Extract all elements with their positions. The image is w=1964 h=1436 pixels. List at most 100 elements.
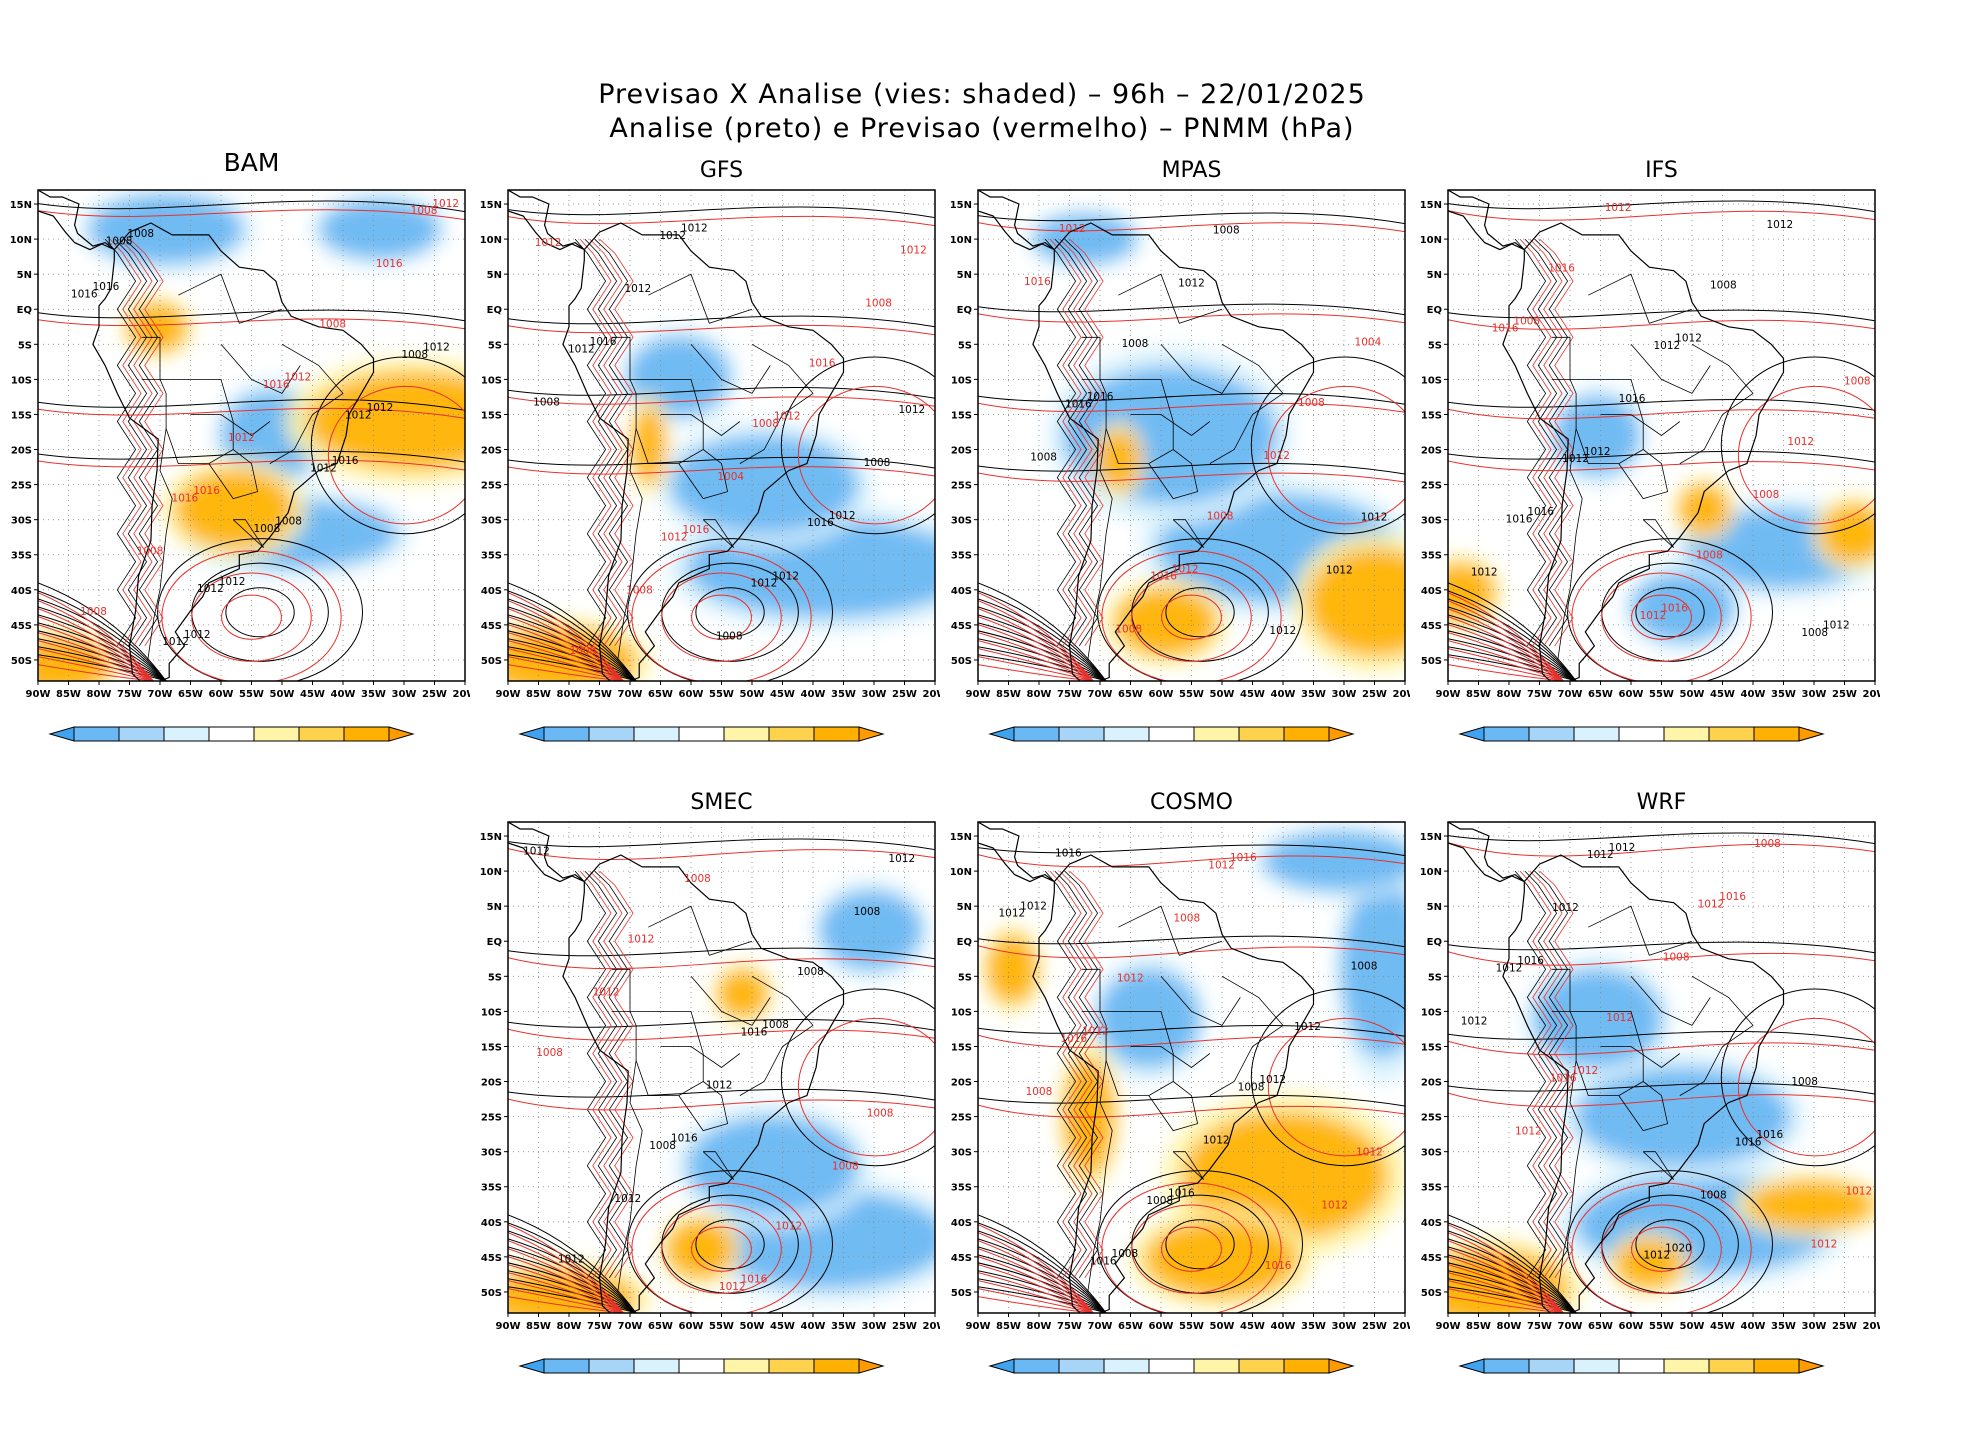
contour-label: 1008 <box>626 585 653 597</box>
lat-tick-label: 25S <box>481 1113 502 1124</box>
contour-label: 1008 <box>1754 838 1781 850</box>
lat-tick-label: 50S <box>481 1288 502 1299</box>
lat-tick-label: 10S <box>1421 375 1442 386</box>
lon-tick-label: 90W <box>966 689 991 700</box>
contour-label: 1012 <box>1584 446 1611 458</box>
contour-label: 1012 <box>1787 436 1814 448</box>
colorbar: -4-3-2-11234 <box>518 726 885 742</box>
lon-tick-label: 60W <box>209 689 234 700</box>
contour-label: 1012 <box>1654 340 1681 352</box>
lat-tick-label: 15S <box>1421 1042 1442 1053</box>
lat-tick-label: 30S <box>11 516 32 527</box>
contour-label: 1008 <box>1696 550 1723 562</box>
lat-tick-label: 15N <box>1420 200 1442 211</box>
lat-tick-label: 10N <box>1420 867 1442 878</box>
contour-label: 1016 <box>1055 847 1082 859</box>
lon-tick-label: 50W <box>1680 1321 1705 1332</box>
colorbar: -4-3-2-11234 <box>518 1358 885 1374</box>
lat-tick-label: 10S <box>481 375 502 386</box>
lon-tick-label: 85W <box>526 1321 551 1332</box>
lat-tick-label: 30S <box>951 516 972 527</box>
lat-tick-label: 40S <box>481 1218 502 1229</box>
lon-tick-label: 90W <box>966 1321 991 1332</box>
contour-label: 1016 <box>1230 852 1257 864</box>
lat-tick-label: 10N <box>1420 235 1442 246</box>
lat-tick-label: 50S <box>951 656 972 667</box>
lon-tick-label: 65W <box>1588 689 1613 700</box>
contour-label: 1016 <box>193 485 220 497</box>
lon-tick-label: 30W <box>1332 689 1357 700</box>
panel-map: 1016101210121008101210081012100810161012… <box>950 189 1410 742</box>
lon-tick-label: 45W <box>1240 689 1265 700</box>
contour-label: 1012 <box>999 908 1026 920</box>
lon-tick-label: 65W <box>648 689 673 700</box>
lat-tick-label: 35S <box>951 1183 972 1194</box>
contour-label: 1012 <box>1606 1012 1633 1024</box>
lon-tick-label: 70W <box>1558 689 1583 700</box>
lat-tick-label: 15N <box>950 832 972 843</box>
contour-label: 1012 <box>1082 1026 1109 1038</box>
lon-tick-label: 80W <box>1027 689 1052 700</box>
lon-tick-label: 60W <box>679 1321 704 1332</box>
lat-tick-label: 45S <box>951 621 972 632</box>
contour-label: 1012 <box>1208 859 1235 871</box>
lat-tick-label: EQ <box>487 937 502 948</box>
contour-label: 1012 <box>706 1080 733 1092</box>
lon-tick-label: 30W <box>862 689 887 700</box>
contour-label: 1012 <box>367 402 394 414</box>
lon-tick-label: 70W <box>618 689 643 700</box>
contour-label: 1016 <box>263 379 290 391</box>
lon-tick-label: 20W <box>1393 689 1410 700</box>
contour-label: 1012 <box>1823 620 1850 632</box>
lon-tick-label: 40W <box>331 689 356 700</box>
lat-tick-label: 40S <box>951 586 972 597</box>
panel-title: BAM <box>223 148 280 177</box>
contour-label: 1012 <box>888 853 915 865</box>
contour-label: 1008 <box>1030 451 1057 463</box>
coastline <box>508 190 845 681</box>
lon-tick-label: 45W <box>1240 1321 1265 1332</box>
bias-shading <box>981 822 1405 1311</box>
bias-shading <box>1448 384 1875 653</box>
contour-label: 1012 <box>614 1193 641 1205</box>
panel-title: IFS <box>1645 158 1678 183</box>
contour-label: 1008 <box>1351 961 1378 973</box>
lat-tick-label: 10N <box>950 867 972 878</box>
panel-title: GFS <box>699 158 744 183</box>
contour-label: 1012 <box>1263 450 1290 462</box>
lon-tick-label: 35W <box>1771 689 1796 700</box>
lat-tick-label: 20S <box>481 446 502 457</box>
lat-tick-label: 10N <box>480 235 502 246</box>
title-line-1: Previsao X Analise (vies: shaded) – 96h … <box>598 79 1366 110</box>
contour-label: 1016 <box>741 1027 768 1039</box>
lon-tick-label: 90W <box>26 689 51 700</box>
lon-tick-label: 75W <box>587 1321 612 1332</box>
lon-tick-label: 90W <box>1436 1321 1461 1332</box>
panel-map: 1012101210121016101210161012100810121008… <box>1420 189 1880 742</box>
contour-label: 1008 <box>1710 279 1737 291</box>
lon-tick-label: 20W <box>453 689 470 700</box>
contour-label: 1012 <box>1461 1016 1488 1028</box>
lon-tick-label: 40W <box>1271 1321 1296 1332</box>
contour-label: 1016 <box>172 492 199 504</box>
lat-tick-label: 45S <box>481 1253 502 1264</box>
lon-tick-label: 40W <box>801 1321 826 1332</box>
grid <box>508 822 935 1313</box>
contour-label: 1012 <box>772 570 799 582</box>
panel-smec: SMEC 1016 1012 1008 1012 1008 1012 1012 1008 1008… <box>470 774 940 1374</box>
lat-tick-label: EQ <box>1427 305 1442 316</box>
lat-tick-label: EQ <box>957 937 972 948</box>
analysis-contours <box>1448 200 1875 681</box>
lat-tick-label: 15S <box>481 410 502 421</box>
lon-tick-label: 80W <box>87 689 112 700</box>
lon-tick-label: 75W <box>1057 1321 1082 1332</box>
lat-tick-label: 30S <box>481 516 502 527</box>
lon-tick-label: 25W <box>1832 689 1857 700</box>
contour-label: 1016 <box>1550 1072 1577 1084</box>
lon-tick-label: 55W <box>1649 1321 1674 1332</box>
lon-tick-label: 85W <box>1466 689 1491 700</box>
lat-tick-label: 10S <box>481 1007 502 1018</box>
lon-tick-label: 50W <box>1210 1321 1235 1332</box>
lat-tick-label: 35S <box>11 551 32 562</box>
contour-label: 1012 <box>285 372 312 384</box>
